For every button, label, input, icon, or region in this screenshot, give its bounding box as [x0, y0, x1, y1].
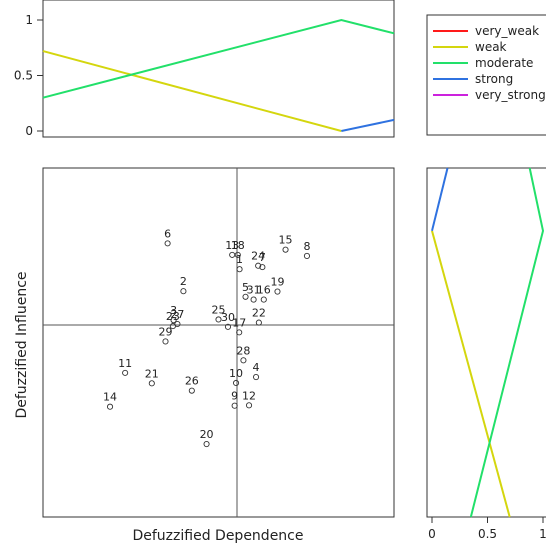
top-ytick-label: 0.5 [14, 69, 33, 83]
point-label-14: 14 [103, 391, 117, 404]
right-series-moderate [469, 167, 545, 518]
scatter-point-16 [260, 296, 267, 303]
point-label-13: 13 [225, 239, 239, 252]
scatter-point-10 [232, 379, 240, 387]
y-axis-title: Defuzzified Influence [14, 271, 30, 418]
legend-frame [426, 14, 546, 136]
scatter-point-30 [224, 323, 232, 330]
point-label-31: 31 [247, 284, 261, 297]
scatter-point-9 [231, 402, 238, 409]
point-label-20: 20 [200, 428, 214, 441]
top-ytick-label: 0 [25, 124, 33, 138]
right-series-strong [431, 167, 449, 232]
x-axis-title: Defuzzified Dependence [132, 528, 303, 543]
scatter-point-31 [250, 296, 257, 303]
scatter-point-28 [240, 357, 247, 364]
top-membership-panel: 00.51 [14, 0, 395, 138]
scatter-point-13 [229, 251, 236, 258]
scatter-point-8 [303, 252, 311, 259]
point-label-12: 12 [242, 389, 256, 402]
top-panel-frame [42, 0, 395, 138]
scatter-point-12 [245, 402, 253, 409]
scatter-point-29 [162, 338, 169, 345]
right-series-weak [431, 230, 511, 518]
scatter-point-21 [148, 380, 155, 387]
point-label-2: 2 [180, 275, 187, 288]
point-label-27: 27 [170, 308, 184, 321]
point-label-5: 5 [242, 281, 249, 294]
point-label-30: 30 [221, 311, 235, 324]
scatter-point-17 [236, 329, 243, 336]
scatter-point-7 [259, 264, 266, 271]
top-ytick-label: 1 [25, 13, 33, 27]
point-label-26: 26 [185, 375, 199, 388]
point-label-22: 22 [252, 307, 266, 320]
point-label-19: 19 [270, 276, 284, 289]
point-label-8: 8 [303, 240, 310, 253]
right-membership-panel: 0 0.5 1 [426, 167, 546, 541]
legend-label-moderate: moderate [475, 56, 533, 70]
point-label-11: 11 [118, 357, 132, 370]
legend-label-very_strong: very_strong [475, 88, 546, 102]
legend-label-weak: weak [475, 40, 507, 54]
legend-label-very_weak: very_weak [475, 24, 539, 38]
point-label-6: 6 [164, 227, 171, 240]
point-label-28: 28 [236, 344, 250, 357]
point-label-4: 4 [253, 361, 260, 374]
scatter-point-27 [174, 320, 181, 328]
point-label-9: 9 [231, 390, 238, 403]
point-label-1: 1 [236, 253, 243, 266]
point-label-21: 21 [145, 367, 159, 380]
scatter-point-22 [255, 319, 262, 326]
point-label-24: 24 [251, 250, 265, 263]
scatter-point-24 [255, 262, 262, 269]
scatter-point-1 [236, 266, 243, 273]
scatter-point-5 [242, 293, 249, 300]
main-panel-frame [42, 167, 395, 518]
scatter-point-18 [234, 251, 241, 258]
point-label-16: 16 [257, 284, 271, 297]
scatter-point-15 [282, 246, 289, 253]
point-label-17: 17 [232, 316, 246, 329]
scatter-point-19 [274, 288, 281, 295]
right-xtick-label: 0 [428, 527, 436, 541]
scatter-point-20 [203, 441, 210, 448]
point-label-3: 3 [170, 304, 177, 317]
right-panel-frame [426, 167, 546, 518]
scatter-point-14 [106, 403, 114, 410]
legend-label-strong: strong [475, 72, 513, 86]
top-series-strong [341, 118, 395, 132]
main-scatter-panel: 1234567891011121314151617181920212223242… [14, 167, 395, 543]
scatter-point-2 [180, 288, 187, 295]
point-label-29: 29 [158, 325, 172, 338]
right-xtick-label: 0.5 [478, 527, 497, 541]
top-series-weak [42, 50, 342, 132]
scatter-point-25 [215, 316, 222, 323]
point-label-10: 10 [229, 367, 243, 380]
point-label-23: 23 [166, 310, 180, 323]
scatter-point-26 [188, 387, 195, 394]
point-label-7: 7 [259, 251, 266, 264]
scatter-point-11 [122, 369, 129, 376]
scatter-point-6 [164, 240, 171, 247]
point-label-18: 18 [231, 239, 245, 252]
scatter-point-3 [170, 317, 177, 324]
point-label-25: 25 [212, 303, 226, 316]
right-xtick-label: 1 [539, 527, 546, 541]
scatter-point-4 [253, 374, 260, 381]
point-label-15: 15 [279, 234, 293, 247]
top-series-moderate [42, 18, 395, 99]
